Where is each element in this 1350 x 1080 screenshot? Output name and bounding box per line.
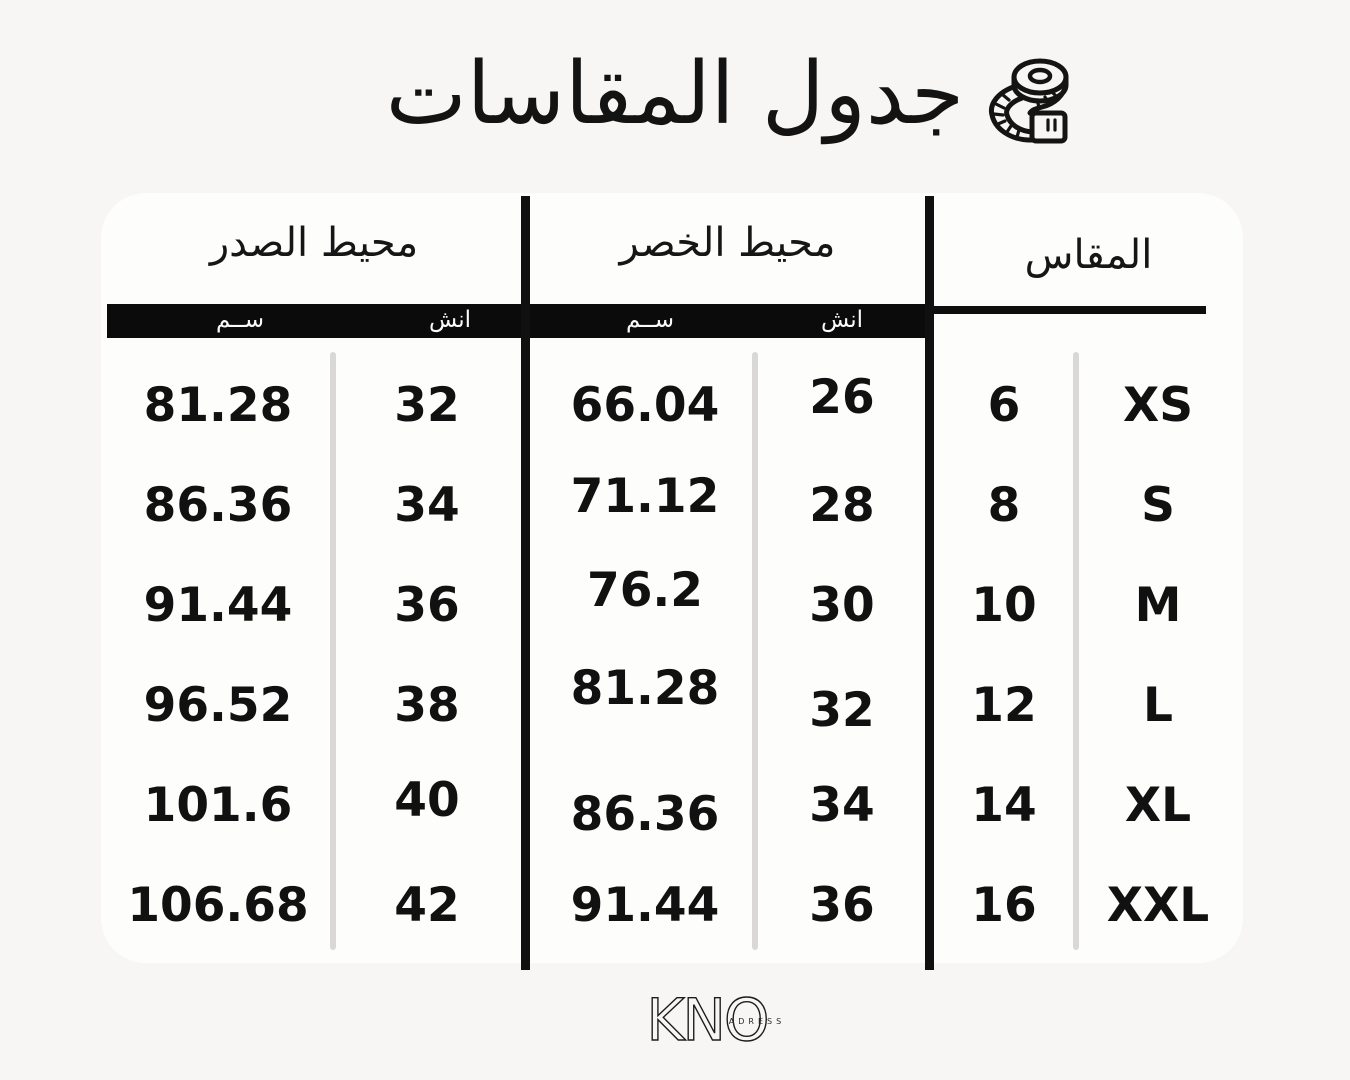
chest-inch-value: 36: [394, 577, 460, 633]
size-header-underline: [929, 306, 1206, 314]
column-waist-inch: 26 28 30 32 34 36: [762, 355, 922, 955]
unit-label-chest-inch: انش: [428, 306, 472, 333]
size-number-value: 16: [971, 877, 1037, 933]
chest-cm-value: 81.28: [143, 377, 293, 433]
column-divider-waist-size: [925, 196, 934, 970]
section-header-waist: محيط الخصر: [619, 220, 836, 266]
waist-cm-value: 76.2: [587, 562, 703, 618]
column-waist-cm: 66.04 71.12 76.2 81.28 86.36 91.44: [535, 355, 755, 955]
unit-label-waist-cm: ســم: [625, 306, 675, 333]
brand-text: KNO: [646, 986, 767, 1054]
size-letter-value: S: [1141, 477, 1175, 533]
section-header-size: المقاس: [1024, 232, 1153, 278]
page-title: جدول المقاسات: [385, 44, 965, 144]
chest-inch-value: 34: [394, 477, 460, 533]
column-chest-inch: 32 34 36 38 40 42: [337, 355, 517, 955]
size-number-value: 14: [971, 777, 1037, 833]
brand-logo: KNO ADRESS: [646, 986, 785, 1055]
chest-cm-value: 96.52: [143, 677, 293, 733]
waist-inch-value: 34: [809, 777, 875, 833]
chest-cm-value: 86.36: [143, 477, 293, 533]
subcolumn-divider-waist: [752, 352, 758, 950]
chest-inch-value: 32: [394, 377, 460, 433]
size-letter-value: XS: [1122, 377, 1194, 433]
chest-cm-value: 106.68: [127, 877, 309, 933]
chest-inch-value: 40: [394, 772, 460, 828]
size-letter-value: L: [1143, 677, 1173, 733]
chest-cm-value: 101.6: [143, 777, 293, 833]
column-chest-cm: 81.28 86.36 91.44 96.52 101.6 106.68: [108, 355, 328, 955]
column-divider-chest-waist: [521, 196, 530, 970]
chest-inch-value: 38: [394, 677, 460, 733]
size-letter-value: XXL: [1106, 877, 1210, 933]
column-size-number: 6 8 10 12 14 16: [939, 355, 1069, 955]
measuring-tape-icon: [988, 58, 1069, 144]
chest-cm-value: 91.44: [143, 577, 293, 633]
waist-cm-value: 71.12: [570, 468, 720, 524]
waist-cm-value: 91.44: [570, 877, 720, 933]
size-letter-value: XL: [1124, 777, 1192, 833]
column-size-letter: XS S M L XL XXL: [1073, 355, 1243, 955]
waist-cm-value: 81.28: [570, 660, 720, 716]
size-letter-value: M: [1134, 577, 1182, 633]
waist-cm-value: 66.04: [570, 377, 720, 433]
unit-label-chest-cm: ســم: [215, 306, 265, 333]
size-number-value: 6: [987, 377, 1021, 433]
size-number-value: 10: [971, 577, 1037, 633]
waist-inch-value: 36: [809, 877, 875, 933]
brand-subtext: ADRESS: [729, 1017, 785, 1026]
section-header-chest: محيط الصدر: [209, 220, 419, 266]
subcolumn-divider-chest: [330, 352, 336, 950]
waist-inch-value: 30: [809, 577, 875, 633]
waist-inch-value: 26: [809, 369, 875, 425]
waist-inch-value: 28: [809, 477, 875, 533]
size-number-value: 8: [987, 477, 1021, 533]
waist-inch-value: 32: [809, 682, 875, 738]
units-header-bar: ســم انش ســم انش: [107, 304, 925, 338]
size-number-value: 12: [971, 677, 1037, 733]
waist-cm-value: 86.36: [570, 786, 720, 842]
unit-label-waist-inch: انش: [820, 306, 864, 333]
chest-inch-value: 42: [394, 877, 460, 933]
subcolumn-divider-size: [1073, 352, 1079, 950]
